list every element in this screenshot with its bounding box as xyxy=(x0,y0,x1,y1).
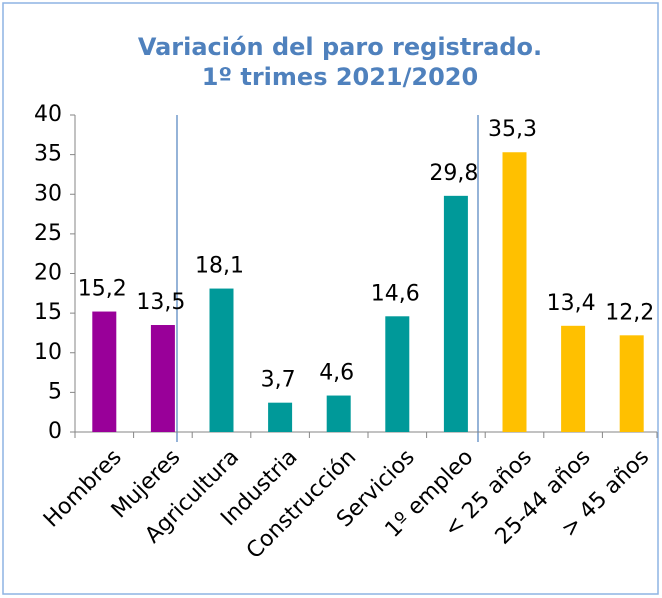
bar xyxy=(502,152,527,432)
y-tick-label: 20 xyxy=(34,261,62,286)
bar xyxy=(385,316,410,432)
value-label: 15,2 xyxy=(78,277,127,302)
value-label: 12,2 xyxy=(605,300,654,325)
y-tick-label: 30 xyxy=(34,181,62,206)
bar xyxy=(150,325,175,432)
value-label: 14,6 xyxy=(371,281,420,306)
y-tick-label: 35 xyxy=(34,142,62,167)
bar xyxy=(268,402,293,432)
value-label: 35,3 xyxy=(488,117,537,142)
bar xyxy=(561,325,586,432)
bar xyxy=(443,195,468,432)
value-label: 13,4 xyxy=(547,291,596,316)
value-label: 3,7 xyxy=(261,368,296,393)
bar xyxy=(209,288,234,432)
bar xyxy=(619,335,644,432)
bar xyxy=(326,395,351,432)
bar xyxy=(92,311,117,432)
value-label: 4,6 xyxy=(319,361,354,386)
y-tick-label: 0 xyxy=(48,419,62,444)
chart-title: 1º trimes 2021/2020 xyxy=(202,63,478,91)
value-label: 13,5 xyxy=(136,290,185,315)
value-label: 18,1 xyxy=(195,254,244,279)
y-tick-label: 40 xyxy=(34,102,62,127)
y-tick-label: 15 xyxy=(34,300,62,325)
y-tick-label: 5 xyxy=(48,379,62,404)
value-label: 29,8 xyxy=(429,161,478,186)
y-tick-label: 10 xyxy=(34,340,62,365)
y-tick-label: 25 xyxy=(34,221,62,246)
chart-title: Variación del paro registrado. xyxy=(138,33,542,61)
